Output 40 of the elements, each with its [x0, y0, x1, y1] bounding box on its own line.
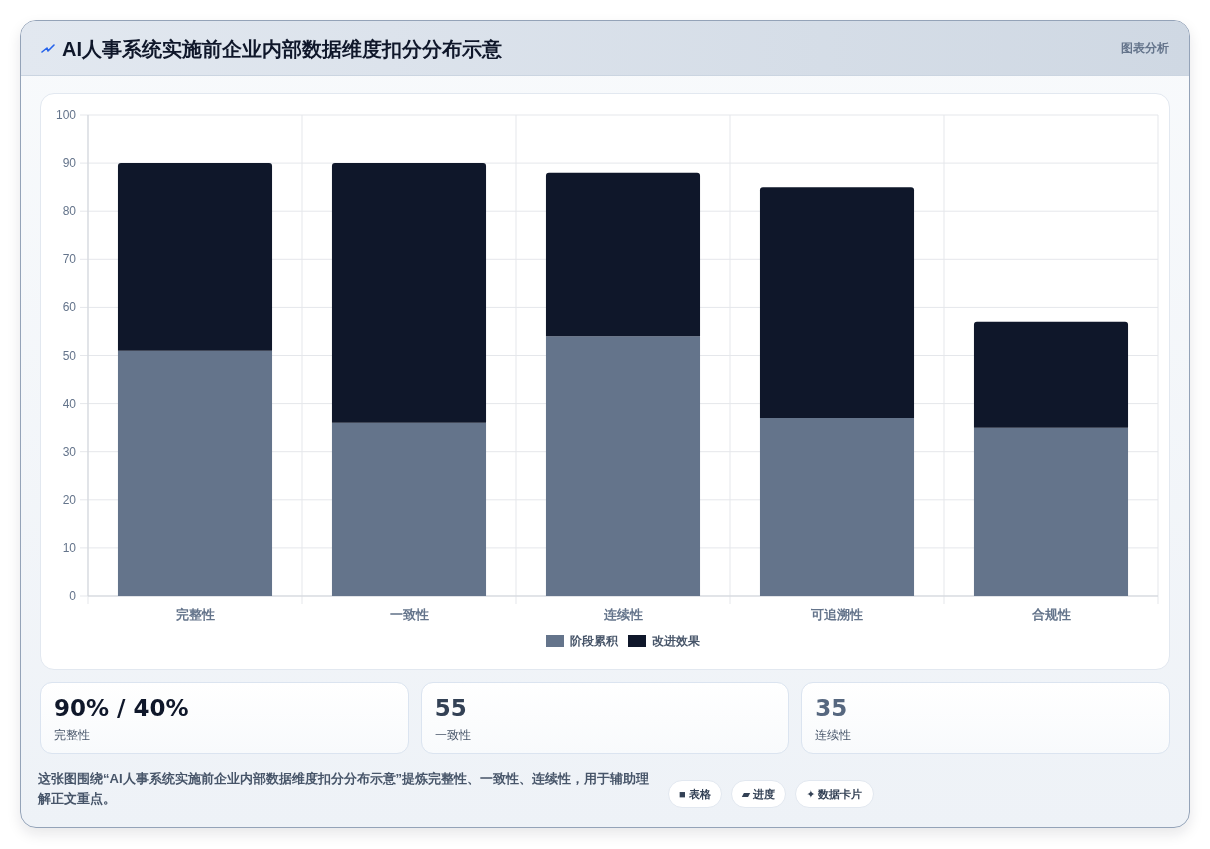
- x-tick-label: 连续性: [602, 606, 643, 622]
- y-tick-label: 10: [62, 540, 77, 555]
- legend-label: 阶段累积: [570, 634, 619, 648]
- x-tick-label: 一致性: [389, 606, 429, 622]
- text: 完整性: [54, 727, 90, 743]
- x-tick-label: 完整性: [175, 606, 215, 622]
- y-tick-label: 90: [62, 156, 77, 171]
- chart-title: AI人事系统实施前企业内部数据维度扣分分布示意: [62, 37, 502, 62]
- bar: [117, 163, 273, 351]
- y-tick-label: 70: [62, 252, 77, 267]
- text: 55: [434, 694, 467, 722]
- bar: [545, 172, 701, 337]
- text: 图表分析: [1121, 40, 1169, 56]
- text: ✦ 数据卡片: [795, 780, 874, 808]
- y-tick-label: 50: [62, 348, 77, 363]
- bar: [973, 321, 1129, 428]
- y-tick-label: 80: [62, 204, 77, 219]
- y-tick-label: 40: [62, 396, 77, 411]
- y-tick-label: 20: [62, 492, 77, 507]
- text: 35: [815, 694, 848, 722]
- bar: [117, 350, 273, 596]
- text: 连续性: [815, 727, 852, 743]
- bar: [545, 336, 701, 596]
- text: ■ 表格: [668, 780, 722, 808]
- bar: [973, 427, 1129, 596]
- y-tick-label: 100: [55, 108, 77, 122]
- bar: [331, 163, 487, 423]
- y-tick-label: 30: [62, 444, 77, 459]
- text: 90% / 40%: [54, 694, 189, 722]
- text: ▰ 进度: [730, 780, 787, 808]
- y-tick-label: 60: [62, 300, 77, 315]
- bar: [759, 418, 915, 596]
- x-tick-label: 可追溯性: [810, 606, 863, 622]
- text: 一致性: [434, 727, 471, 743]
- text: 这张图围绕“AI人事系统实施前企业内部数据维度扣分分布示意”提炼完整性、一致性、连续性，用于辅助理解正文重点。: [38, 770, 650, 808]
- legend-label: 改进效果: [652, 634, 701, 648]
- y-tick-label: 0: [69, 589, 77, 603]
- bar: [331, 422, 487, 596]
- x-tick-label: 合规性: [1030, 606, 1071, 622]
- bar: [759, 187, 915, 419]
